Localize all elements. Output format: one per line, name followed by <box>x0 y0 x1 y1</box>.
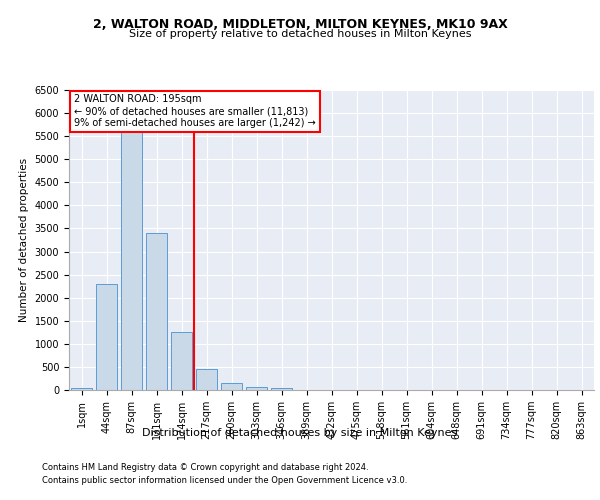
Bar <box>96 284 117 390</box>
Bar <box>71 388 92 390</box>
Text: 2, WALTON ROAD, MIDDLETON, MILTON KEYNES, MK10 9AX: 2, WALTON ROAD, MIDDLETON, MILTON KEYNES… <box>92 18 508 30</box>
Bar <box>121 113 142 390</box>
Text: Contains public sector information licensed under the Open Government Licence v3: Contains public sector information licen… <box>42 476 407 485</box>
Bar <box>221 383 242 390</box>
Text: Contains HM Land Registry data © Crown copyright and database right 2024.: Contains HM Land Registry data © Crown c… <box>42 464 368 472</box>
Y-axis label: Number of detached properties: Number of detached properties <box>19 158 29 322</box>
Bar <box>171 332 192 390</box>
Bar <box>271 388 292 390</box>
Bar <box>196 369 217 390</box>
Bar <box>146 233 167 390</box>
Text: Size of property relative to detached houses in Milton Keynes: Size of property relative to detached ho… <box>129 29 471 39</box>
Text: 2 WALTON ROAD: 195sqm
← 90% of detached houses are smaller (11,813)
9% of semi-d: 2 WALTON ROAD: 195sqm ← 90% of detached … <box>74 94 316 128</box>
Bar <box>246 387 267 390</box>
Text: Distribution of detached houses by size in Milton Keynes: Distribution of detached houses by size … <box>142 428 458 438</box>
